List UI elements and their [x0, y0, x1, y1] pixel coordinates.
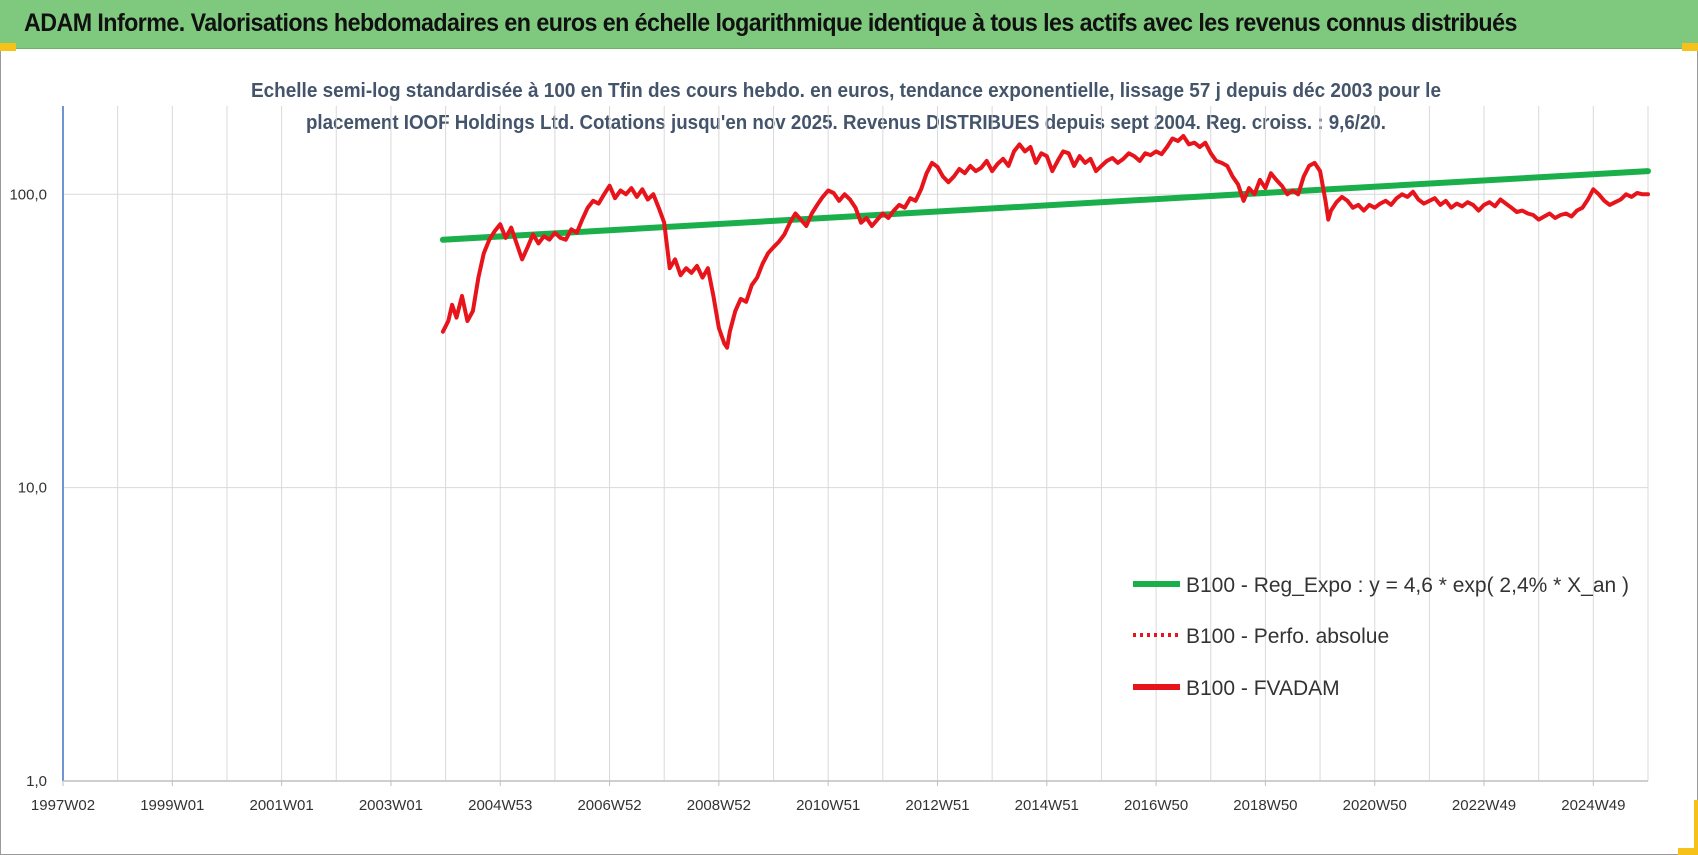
corner-marker-bottom-right-base: [1678, 848, 1698, 855]
series-line-fvadam: [440, 134, 1650, 350]
legend-label-perfo: B100 - Perfo. absolue: [1186, 625, 1389, 648]
x-tick-label: 2001W01: [250, 797, 314, 814]
x-tick-label: 1997W02: [31, 797, 95, 814]
x-tick-label: 1999W01: [140, 797, 204, 814]
x-tick-label: 2016W50: [1124, 797, 1188, 814]
x-axis-ticks: 1997W02 1999W01 2001W01 2003W01 2004W53 2006W…: [31, 781, 1625, 814]
chart-subtitle: Echelle semi-log standardisée à 100 en T…: [251, 80, 1441, 134]
banner-title: ADAM Informe. Valorisations hebdomadaire…: [24, 9, 1517, 37]
x-tick-label: 2010W51: [796, 797, 860, 814]
legend: B100 - Reg_Expo : y = 4,6 * exp( 2,4% * …: [1133, 574, 1629, 700]
banner: ADAM Informe. Valorisations hebdomadaire…: [0, 0, 1698, 49]
grid: [62, 106, 1649, 781]
x-tick-label: 2014W51: [1015, 797, 1079, 814]
x-tick-label: 2024W49: [1561, 797, 1625, 814]
corner-marker-bottom-right: [1694, 800, 1698, 855]
y-axis-ticks: 1,0 10,0 100,0: [9, 186, 47, 790]
chart-subtitle-line-2: placement IOOF Holdings Ltd. Cotations j…: [306, 112, 1386, 134]
x-tick-label: 2008W52: [687, 797, 751, 814]
series-line-regression: [439, 168, 1651, 243]
x-tick-label: 2012W51: [905, 797, 969, 814]
x-tick-label: 2004W53: [468, 797, 532, 814]
chart-subtitle-line-1: Echelle semi-log standardisée à 100 en T…: [251, 80, 1441, 102]
series-layer: [439, 134, 1651, 350]
legend-label-regression: B100 - Reg_Expo : y = 4,6 * exp( 2,4% * …: [1186, 574, 1629, 597]
legend-label-fvadam: B100 - FVADAM: [1186, 677, 1340, 700]
x-tick-label: 2018W50: [1233, 797, 1297, 814]
y-tick-label: 100,0: [9, 186, 47, 203]
x-tick-label: 2003W01: [359, 797, 423, 814]
y-tick-label: 1,0: [26, 773, 47, 790]
x-tick-label: 2022W49: [1452, 797, 1516, 814]
corner-marker-top-left: [0, 43, 16, 51]
x-tick-label: 2006W52: [577, 797, 641, 814]
axes: [62, 106, 1648, 782]
corner-marker-top-right: [1682, 43, 1698, 51]
y-tick-label: 10,0: [18, 480, 47, 497]
x-tick-label: 2020W50: [1343, 797, 1407, 814]
